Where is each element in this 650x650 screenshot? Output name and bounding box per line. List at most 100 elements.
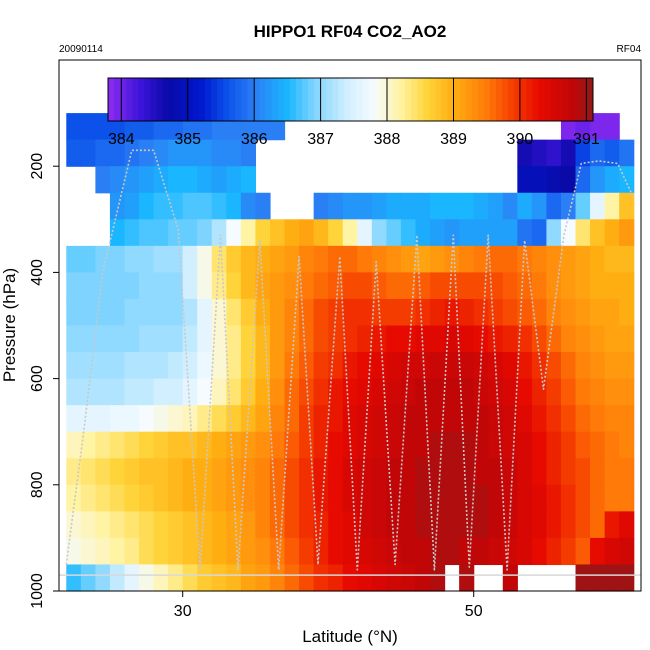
heatmap-cell — [80, 298, 96, 327]
heatmap-cell — [604, 298, 620, 327]
heatmap-cell — [444, 352, 460, 380]
heatmap-cell — [619, 139, 635, 167]
heatmap-cell — [95, 272, 111, 300]
y-tick-label: 1000 — [29, 573, 46, 609]
heatmap-cell — [619, 511, 635, 539]
heatmap-cell — [400, 298, 417, 327]
heatmap-cell — [66, 272, 82, 300]
heatmap-cell — [415, 458, 431, 486]
heatmap-cell — [226, 192, 242, 220]
heatmap-cell — [80, 484, 96, 512]
colorbar-segment — [568, 78, 576, 121]
colorbar-segment — [380, 78, 388, 121]
heatmap-cell — [357, 405, 373, 433]
heatmap-cell — [430, 458, 446, 486]
heatmap-cell — [575, 219, 591, 247]
plot-frame — [58, 59, 642, 592]
heatmap-cell — [459, 378, 475, 406]
heatmap-cell — [575, 352, 591, 380]
colorbar-segment — [453, 78, 461, 121]
heatmap-cell — [531, 352, 548, 380]
colorbar-segment — [586, 78, 594, 121]
colorbar-segment — [483, 78, 491, 121]
heatmap-cell — [488, 511, 504, 539]
heatmap-cell — [357, 352, 373, 380]
heatmap-cell — [590, 139, 606, 167]
heatmap-cell — [313, 245, 329, 273]
y-tick-label: 400 — [29, 259, 46, 286]
heatmap-cell — [226, 166, 242, 194]
heatmap-cell — [444, 405, 460, 433]
colorbar-segment — [532, 78, 539, 121]
colorbar-segment — [126, 78, 133, 121]
heatmap-cell — [473, 458, 489, 486]
colorbar-segment — [344, 78, 351, 121]
heatmap-cell — [269, 245, 286, 273]
heatmap-cell — [328, 192, 344, 220]
x-tick-label: 50 — [465, 603, 483, 620]
heatmap-cell — [168, 431, 184, 459]
heatmap-cell — [168, 458, 184, 486]
colorbar-segment — [108, 78, 115, 121]
heatmap-cell — [139, 378, 155, 406]
heatmap-cell — [371, 458, 387, 486]
heatmap-cell — [371, 325, 387, 353]
heatmap-cell — [430, 431, 446, 459]
heatmap-cell — [459, 192, 475, 220]
heatmap-cell — [66, 431, 82, 459]
heatmap-cell — [415, 192, 431, 220]
heatmap-cell — [575, 431, 591, 459]
heatmap-cell — [444, 484, 460, 512]
heatmap-cell — [168, 166, 184, 194]
heatmap-cell — [299, 564, 315, 592]
heatmap-cell — [604, 431, 620, 459]
heatmap-cell — [444, 272, 460, 300]
heatmap-cell — [255, 272, 271, 300]
heatmap-cell — [517, 352, 533, 380]
heatmap-cell — [269, 511, 286, 539]
heatmap-cell — [502, 298, 518, 327]
heatmap-cell — [109, 511, 126, 539]
heatmap-cell — [430, 219, 446, 247]
heatmap-cell — [313, 192, 329, 220]
heatmap-cell — [269, 298, 286, 327]
heatmap-cell — [546, 352, 562, 380]
heatmap-cell — [240, 219, 257, 247]
heatmap-cell — [226, 458, 242, 486]
colorbar-tick-label: 388 — [374, 131, 401, 148]
heatmap-cell — [197, 511, 213, 539]
heatmap-cell — [575, 484, 591, 512]
y-tick-label: 800 — [29, 471, 46, 498]
heatmap-cell — [590, 352, 606, 380]
heatmap-cell — [197, 564, 213, 592]
heatmap-cell — [313, 484, 329, 512]
heatmap-cell — [240, 352, 257, 380]
heatmap-cell — [226, 219, 242, 247]
heatmap-cell — [575, 564, 591, 592]
heatmap-cell — [66, 484, 82, 512]
heatmap-cell — [342, 272, 358, 300]
heatmap-cells — [66, 113, 635, 592]
heatmap-cell — [415, 431, 431, 459]
heatmap-cell — [459, 564, 475, 592]
heatmap-cell — [386, 245, 402, 273]
heatmap-cell — [211, 272, 227, 300]
heatmap-cell — [240, 564, 257, 592]
heatmap-cell — [139, 245, 155, 273]
heatmap-cell — [459, 219, 475, 247]
heatmap-cell — [124, 405, 140, 433]
heatmap-cell — [444, 219, 460, 247]
colorbar-segment — [186, 78, 194, 121]
heatmap-cell — [546, 272, 562, 300]
heatmap-cell — [284, 219, 300, 247]
heatmap-cell — [109, 378, 126, 406]
heatmap-cell — [182, 192, 198, 220]
heatmap-cell — [269, 219, 286, 247]
heatmap-cell — [590, 113, 606, 141]
heatmap-cell — [531, 511, 548, 539]
heatmap-cell — [459, 458, 475, 486]
heatmap-cell — [400, 431, 417, 459]
heatmap-cell — [546, 139, 562, 167]
heatmap-cell — [328, 537, 344, 566]
date-label: 20090114 — [59, 44, 103, 55]
